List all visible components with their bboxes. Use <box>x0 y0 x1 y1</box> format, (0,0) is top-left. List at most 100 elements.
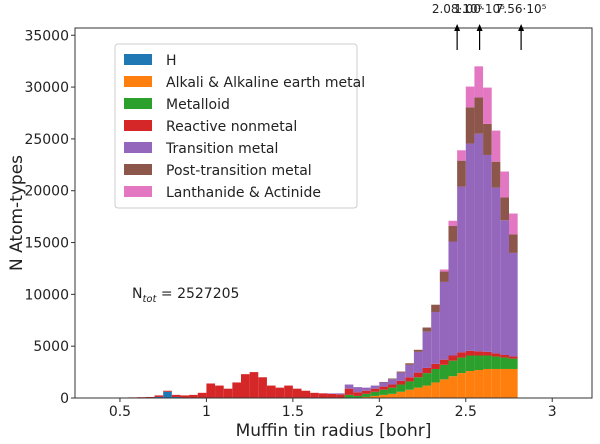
bar <box>500 354 510 358</box>
bar <box>500 368 510 398</box>
x-tick-label: 0.5 <box>109 404 131 420</box>
bar <box>465 107 475 144</box>
bar <box>370 388 380 392</box>
bar <box>163 390 172 392</box>
bar <box>336 393 345 395</box>
bar <box>379 382 388 387</box>
bar <box>457 160 466 187</box>
bar <box>483 123 492 155</box>
bar <box>240 374 250 398</box>
bar <box>336 394 345 398</box>
bar <box>189 394 198 398</box>
legend-text: Transition metal <box>165 141 278 157</box>
bar <box>362 396 371 398</box>
bar <box>448 241 458 356</box>
bar <box>275 387 285 398</box>
annotation: Ntot = 2527205 <box>132 286 239 305</box>
bar <box>405 381 414 390</box>
bar <box>439 359 449 365</box>
bar <box>448 360 458 377</box>
bar <box>327 393 337 398</box>
bar <box>491 187 501 354</box>
bar <box>509 358 518 369</box>
annotation-rest: = 2527205 <box>156 286 239 302</box>
bar <box>509 356 518 359</box>
arrow-head <box>454 24 461 31</box>
bar <box>301 390 311 398</box>
y-tick-label: 0 <box>60 391 69 407</box>
bar <box>318 393 328 398</box>
bar <box>439 269 449 272</box>
bar <box>379 394 388 398</box>
bar <box>500 197 510 221</box>
y-tick-label: 30000 <box>24 80 69 96</box>
legend-swatch <box>124 120 152 131</box>
bar <box>362 390 371 394</box>
bar <box>509 213 518 235</box>
bar <box>448 355 458 361</box>
bar <box>491 356 501 369</box>
bar <box>353 395 363 398</box>
bar <box>344 394 354 398</box>
bar <box>465 86 475 108</box>
bar <box>483 351 492 356</box>
legend: H Alkali & Alkaline earth metal Metalloid R… <box>114 43 365 209</box>
bar <box>474 97 484 134</box>
legend-swatch <box>124 76 152 87</box>
x-tick-label: 2 <box>375 404 384 420</box>
bar <box>396 384 406 392</box>
bar <box>474 133 484 352</box>
bar <box>431 363 440 369</box>
bar <box>197 392 207 398</box>
arrow-head <box>518 24 525 31</box>
bar <box>465 355 475 372</box>
bar <box>422 373 432 386</box>
bar <box>215 385 224 398</box>
bar <box>206 383 216 398</box>
bar <box>387 384 397 388</box>
bar <box>379 381 388 383</box>
bar <box>370 391 380 396</box>
legend-swatch <box>124 186 152 197</box>
x-tick-label: 3 <box>548 404 557 420</box>
bar <box>258 377 267 398</box>
bar <box>396 372 406 381</box>
bar <box>422 385 432 398</box>
bar <box>483 368 492 398</box>
bar <box>249 372 259 398</box>
bar <box>474 355 484 371</box>
bar <box>465 143 475 351</box>
bar <box>422 331 432 368</box>
bar <box>465 350 475 356</box>
bar <box>483 87 492 124</box>
bar <box>509 252 518 357</box>
legend-text: Post-transition metal <box>166 163 312 179</box>
bar <box>457 150 466 161</box>
bar <box>439 379 449 398</box>
bar <box>457 352 466 358</box>
y-tick-label: 25000 <box>24 132 69 148</box>
bar <box>344 388 354 395</box>
bar <box>413 349 423 352</box>
bar <box>362 393 371 397</box>
bar <box>422 367 432 374</box>
bar <box>387 379 397 385</box>
annotation-base: N <box>132 286 142 302</box>
bar <box>387 393 397 398</box>
bar <box>483 355 492 369</box>
y-tick-label: 15000 <box>24 236 69 252</box>
bar <box>457 373 466 398</box>
bar <box>491 130 501 162</box>
overflow-label: 7.56·10⁵ <box>496 2 547 16</box>
bar <box>439 364 449 380</box>
bar <box>310 392 319 398</box>
bar <box>491 161 501 188</box>
bar <box>474 66 484 98</box>
bar <box>439 271 449 282</box>
bar <box>500 220 510 355</box>
overflow-label: 2.08·10⁵ <box>432 2 483 16</box>
bar <box>266 385 276 398</box>
bar <box>448 225 458 242</box>
bar <box>223 388 233 398</box>
